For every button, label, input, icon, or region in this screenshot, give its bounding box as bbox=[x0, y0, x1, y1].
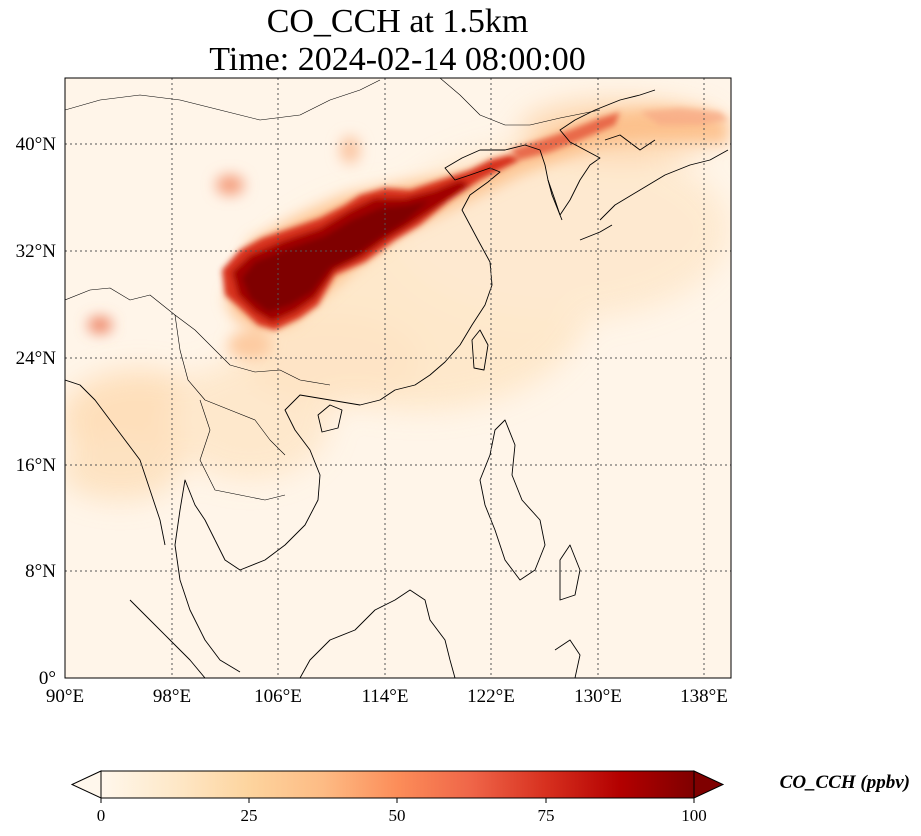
lon-tick-label: 138°E bbox=[680, 686, 728, 707]
longitude-tick-labels: 90°E 98°E 106°E 114°E 122°E 130°E 138°E bbox=[46, 686, 728, 707]
colorbar-tick-label: 75 bbox=[538, 806, 555, 825]
lat-tick-label: 32°N bbox=[16, 241, 57, 262]
lon-tick-label: 114°E bbox=[362, 686, 409, 707]
lat-tick-label: 16°N bbox=[16, 455, 57, 476]
map-title: CO_CCH at 1.5km bbox=[266, 3, 529, 40]
lon-tick-label: 98°E bbox=[153, 686, 191, 707]
lon-tick-label: 122°E bbox=[467, 686, 515, 707]
lon-tick-label: 130°E bbox=[574, 686, 622, 707]
colorbar-extend-min bbox=[70, 770, 102, 799]
colorbar-tick-label: 50 bbox=[389, 806, 406, 825]
gridlines bbox=[65, 78, 731, 678]
colorbar-tick-label: 25 bbox=[241, 806, 258, 825]
colorbar: 0 25 50 75 100 CO_CCH (ppbv) bbox=[70, 770, 910, 825]
lon-tick-label: 90°E bbox=[46, 686, 84, 707]
colorbar-title: CO_CCH (ppbv) bbox=[780, 772, 910, 793]
map-frame bbox=[64, 77, 732, 679]
lat-tick-label: 0° bbox=[39, 668, 56, 689]
colorbar-extend-max bbox=[693, 770, 725, 799]
colorbar-gradient bbox=[101, 771, 694, 798]
lat-tick-label: 24°N bbox=[16, 348, 57, 369]
lon-tick-label: 106°E bbox=[254, 686, 302, 707]
lat-tick-label: 40°N bbox=[16, 134, 57, 155]
colorbar-tick-label: 0 bbox=[97, 806, 106, 825]
concentration-field bbox=[65, 78, 731, 678]
map-subtitle-time: Time: 2024-02-14 08:00:00 bbox=[209, 41, 586, 78]
coastlines-and-borders bbox=[65, 78, 729, 678]
colorbar-tick-label: 100 bbox=[681, 806, 707, 825]
lat-tick-label: 8°N bbox=[25, 561, 56, 582]
latitude-tick-labels: 0° 8°N 16°N 24°N 32°N 40°N bbox=[16, 134, 57, 689]
